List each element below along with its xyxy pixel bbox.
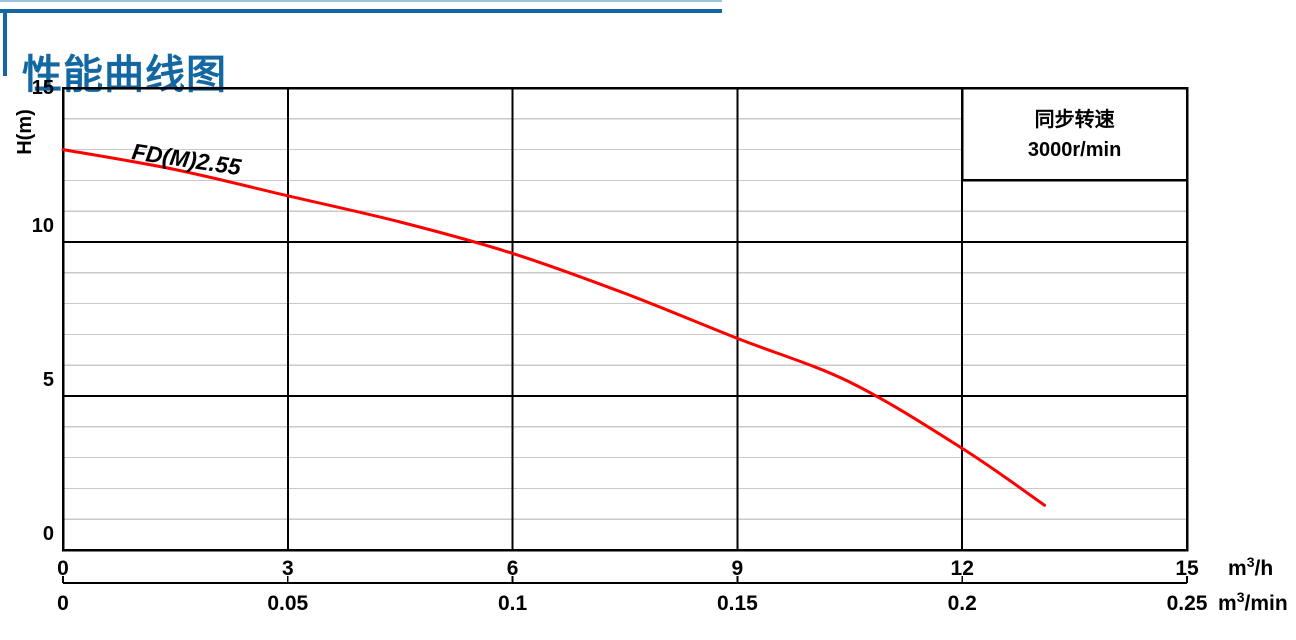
x-tick-label-primary: 0 — [57, 557, 69, 580]
x-tick-label-primary: 15 — [1175, 557, 1199, 580]
legend-speed-value: 3000r/min — [1028, 139, 1121, 161]
header-top-rule-light — [0, 0, 722, 2]
x-tick-label-primary: 6 — [507, 557, 519, 580]
x-tick-label-primary: 3 — [282, 557, 294, 580]
pump-curve — [61, 148, 1047, 507]
x-tick-label-secondary: 0 — [57, 592, 69, 615]
x-tick-label-secondary: 0.2 — [948, 592, 977, 615]
y-tick-label: 5 — [43, 369, 54, 391]
legend-speed-label: 同步转速 — [1035, 107, 1115, 131]
y-axis-title: H(m) — [14, 109, 36, 155]
header-left-rule — [3, 10, 7, 76]
x-tick-label-primary: 9 — [732, 557, 744, 580]
x-tick-label-secondary: 0.15 — [717, 592, 758, 615]
legend-box-border — [960, 86, 1189, 182]
page-title: 性能曲线图 — [22, 52, 227, 97]
curve-label: FD(M)2.55 — [130, 138, 244, 180]
x-tick-label-secondary: 0.05 — [267, 592, 308, 615]
x-tick-label-secondary: 0.1 — [498, 592, 528, 615]
x-tick-label-secondary: 0.25 — [1167, 592, 1208, 615]
plot-border — [61, 86, 1189, 552]
x-axis-unit-secondary: m3/min — [1218, 589, 1288, 615]
legend-box-background — [962, 88, 1187, 181]
x-axis-unit-primary: m3/h — [1228, 554, 1273, 580]
x-tick-label-primary: 12 — [951, 557, 974, 580]
y-tick-label: 15 — [32, 77, 54, 99]
y-tick-label: 10 — [32, 215, 54, 237]
y-tick-label: 0 — [43, 523, 54, 545]
header-top-rule-dark — [0, 9, 722, 13]
